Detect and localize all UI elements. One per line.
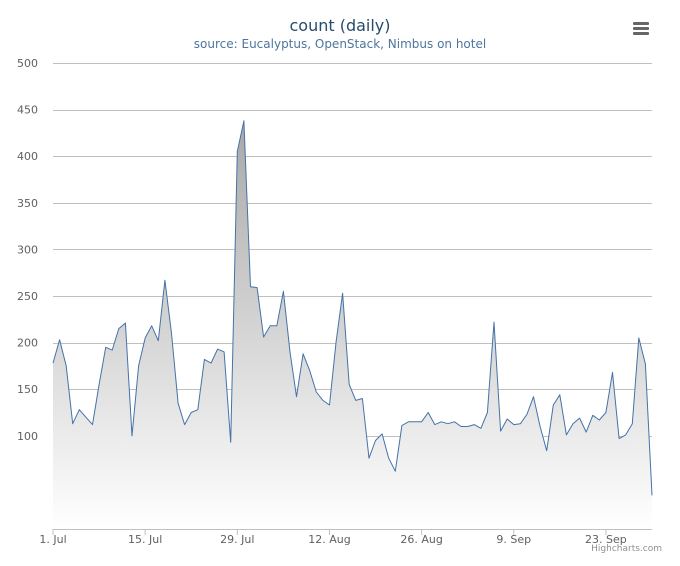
x-tick-label: 1. Jul <box>39 533 66 546</box>
y-tick-label: 500 <box>17 57 38 70</box>
y-tick-label: 150 <box>17 383 38 396</box>
x-tick-label: 15. Jul <box>128 533 162 546</box>
series <box>52 120 653 530</box>
series-area <box>53 120 652 530</box>
y-tick-label: 100 <box>17 430 38 443</box>
y-tick-label: 300 <box>17 243 38 256</box>
x-tick-label: 12. Aug <box>308 533 350 546</box>
x-axis: 1. Jul 15. Jul 29. Jul 12. Aug 26. Aug 9. Sep… <box>39 529 652 546</box>
y-tick-label: 350 <box>17 197 38 210</box>
y-tick-label: 400 <box>17 150 38 163</box>
series-line <box>52 120 653 496</box>
y-axis: 100 150 200 250 300 350 400 450 500 <box>17 57 38 443</box>
y-tick-label: 450 <box>17 104 38 117</box>
hamburger-menu-icon[interactable] <box>628 17 654 41</box>
chart-title: count (daily) <box>289 16 391 35</box>
credits-link[interactable]: Highcharts.com <box>591 544 662 554</box>
chart-subtitle: source: Eucalyptus, OpenStack, Nimbus on… <box>193 37 487 51</box>
x-tick-label: 26. Aug <box>400 533 442 546</box>
y-tick-label: 250 <box>17 290 38 303</box>
x-tick-label: 23. Sep <box>585 533 627 546</box>
x-tick-label: 29. Jul <box>220 533 254 546</box>
y-tick-label: 200 <box>17 337 38 350</box>
x-tick-label: 9. Sep <box>496 533 531 546</box>
